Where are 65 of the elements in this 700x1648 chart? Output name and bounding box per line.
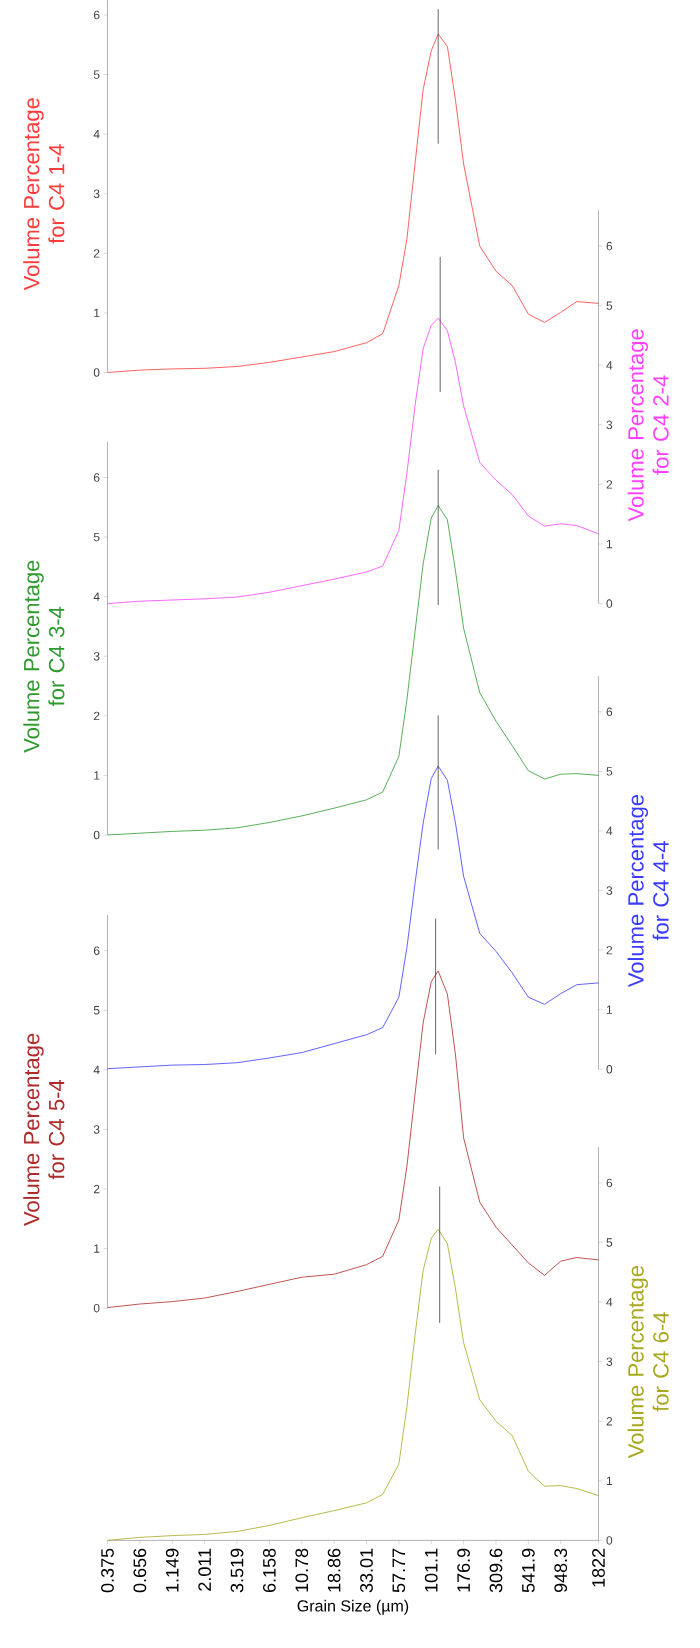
x-tick-label: 10.78 bbox=[295, 1548, 309, 1592]
y2-axis-title: Volume Percentage for C4 6-4 bbox=[627, 1266, 669, 1459]
y-tick-label: 6 bbox=[93, 473, 100, 482]
y2-tick-label: 0 bbox=[606, 599, 613, 608]
x-tick-label: 0.375 bbox=[101, 1548, 114, 1593]
y-tick-label: 5 bbox=[93, 70, 100, 79]
y2-tick-label: 3 bbox=[606, 420, 613, 430]
y2-tick-label: 6 bbox=[606, 241, 613, 251]
y2-tick-label: 1 bbox=[606, 1476, 613, 1485]
y-tick-label: 4 bbox=[93, 130, 100, 139]
y-tick-label: 4 bbox=[93, 1065, 100, 1074]
x-tick-label: 2.011 bbox=[198, 1548, 212, 1591]
y-tick-label: 0 bbox=[93, 1303, 100, 1313]
y2-axis-title: Volume Percentage for C4 2-4 bbox=[627, 329, 669, 522]
y2-tick-label: 0 bbox=[606, 1065, 613, 1074]
y-tick-label: 6 bbox=[93, 946, 100, 955]
x-tick-label: 3.519 bbox=[230, 1548, 244, 1593]
y-tick-label: 0 bbox=[93, 830, 100, 840]
y2-tick-label: 6 bbox=[606, 707, 613, 717]
x-tick-label: 33.01 bbox=[360, 1548, 373, 1593]
x-tick-label: 6.158 bbox=[263, 1548, 276, 1593]
y-axis-title: Volume Percentage for C4 1-4 bbox=[23, 98, 65, 291]
y2-tick-label: 2 bbox=[606, 1417, 613, 1426]
y-tick-label: 1 bbox=[94, 1244, 100, 1253]
y2-tick-label: 1 bbox=[606, 539, 613, 549]
y-tick-label: 1 bbox=[94, 771, 100, 780]
y-axis-title: Volume Percentage for C4 5-4 bbox=[23, 1033, 65, 1226]
x-tick-label: 18.86 bbox=[327, 1548, 341, 1592]
y-tick-label: 3 bbox=[93, 189, 100, 198]
x-tick-label: 541.9 bbox=[521, 1548, 535, 1593]
y-tick-label: 2 bbox=[93, 711, 100, 721]
y2-tick-label: 1 bbox=[606, 1005, 613, 1014]
y2-axis-title: Volume Percentage for C4 4-4 bbox=[627, 794, 669, 988]
y2-tick-label: 2 bbox=[606, 945, 613, 955]
y-tick-label: 1 bbox=[94, 308, 100, 318]
x-tick-label: 176.9 bbox=[457, 1548, 470, 1592]
y2-tick-label: 4 bbox=[606, 361, 613, 370]
x-tick-label: 0.656 bbox=[133, 1548, 147, 1593]
y2-tick-label: 6 bbox=[606, 1178, 613, 1188]
y-tick-label: 3 bbox=[93, 1125, 100, 1134]
x-tick-label: 1.149 bbox=[165, 1548, 179, 1592]
x-axis-title: Grain Size (µm) bbox=[297, 1599, 409, 1615]
y2-tick-label: 3 bbox=[606, 1357, 613, 1366]
y2-tick-label: 5 bbox=[606, 767, 613, 776]
y2-tick-label: 4 bbox=[606, 1297, 613, 1307]
y-tick-label: 3 bbox=[93, 652, 100, 661]
y-tick-label: 5 bbox=[93, 1006, 100, 1015]
y2-tick-label: 3 bbox=[606, 886, 613, 895]
y-tick-label: 2 bbox=[93, 249, 100, 258]
x-tick-label: 309.6 bbox=[489, 1548, 503, 1593]
y2-tick-label: 2 bbox=[606, 480, 613, 489]
y-tick-label: 5 bbox=[93, 532, 100, 542]
y2-tick-label: 0 bbox=[606, 1536, 613, 1545]
y2-tick-label: 4 bbox=[606, 826, 613, 836]
x-tick-label: 101.1 bbox=[424, 1548, 438, 1592]
y-axis-title: Volume Percentage for C4 3-4 bbox=[23, 560, 65, 753]
y-tick-label: 6 bbox=[93, 10, 100, 20]
y-tick-label: 4 bbox=[93, 592, 100, 601]
y2-tick-label: 5 bbox=[606, 1238, 613, 1247]
x-tick-label: 57.77 bbox=[392, 1548, 406, 1593]
y-tick-label: 0 bbox=[93, 368, 100, 377]
y2-tick-label: 5 bbox=[606, 301, 613, 310]
x-tick-label: 948.3 bbox=[554, 1548, 568, 1593]
x-tick-label: 1822 bbox=[592, 1548, 605, 1587]
y-tick-label: 2 bbox=[93, 1184, 100, 1194]
